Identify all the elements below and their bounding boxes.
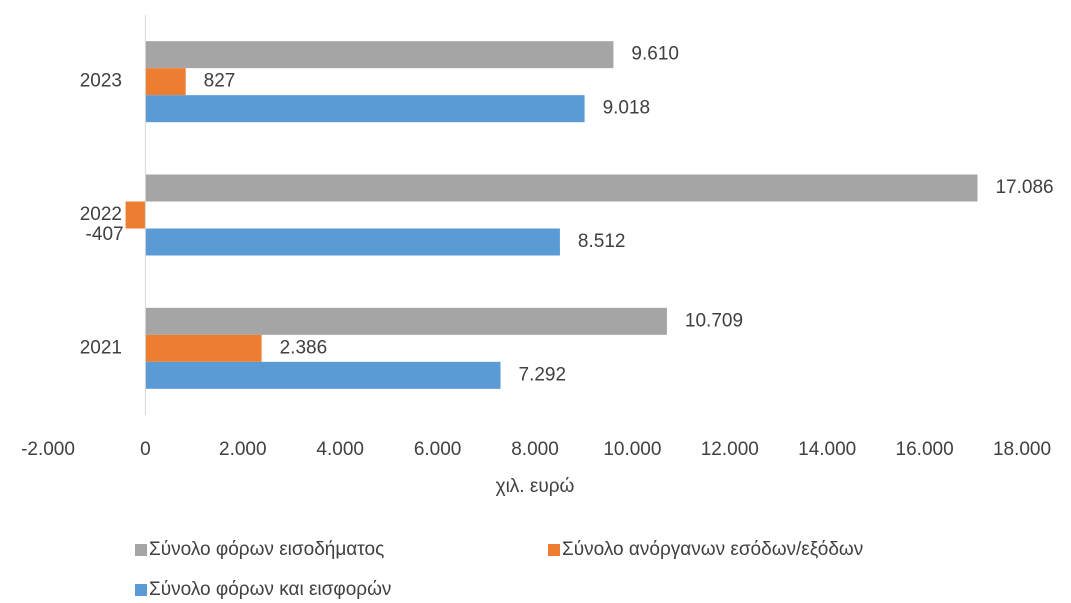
y-tick-label: 2022 (80, 204, 122, 225)
x-tick-label: 14.000 (798, 439, 856, 460)
x-tick-label: 10.000 (603, 439, 661, 460)
bar (125, 201, 146, 229)
x-tick-label: 6.000 (414, 439, 462, 460)
value-label: 17.086 (995, 177, 1053, 198)
legend-label: Σύνολο ανόργανων εσόδων/εξόδων (562, 539, 863, 560)
value-label: 7.292 (519, 364, 567, 385)
bar (145, 95, 585, 123)
value-label: 827 (204, 71, 236, 92)
x-tick-label: 16.000 (896, 439, 954, 460)
value-label: 10.709 (685, 310, 743, 331)
y-tick-label: 2021 (80, 337, 122, 358)
x-tick-label: 18.000 (993, 439, 1051, 460)
legend-swatch (135, 584, 147, 596)
x-tick-label: 4.000 (316, 439, 364, 460)
x-tick-label: 2.000 (219, 439, 267, 460)
x-axis-label: χιλ. ευρώ (496, 476, 575, 497)
value-label: -407 (86, 224, 124, 245)
legend-label: Σύνολο φόρων εισοδήματος (149, 539, 384, 560)
x-tick-label: 12.000 (701, 439, 759, 460)
bar (145, 228, 560, 256)
legend-swatch (135, 544, 147, 556)
value-label: 8.512 (578, 231, 626, 252)
bar (145, 361, 501, 389)
value-label: 9.610 (631, 44, 679, 65)
legend-swatch (548, 544, 560, 556)
y-tick-label: 2023 (80, 71, 122, 92)
x-tick-label: -2.000 (21, 439, 75, 460)
x-tick-label: 0 (140, 439, 151, 460)
bar (145, 68, 186, 96)
value-label: 9.018 (603, 98, 651, 119)
bar (145, 307, 667, 335)
bar (145, 41, 614, 69)
bar (145, 334, 262, 362)
bar (145, 174, 978, 202)
x-tick-label: 8.000 (511, 439, 559, 460)
value-label: 2.386 (280, 337, 328, 358)
legend-label: Σύνολο φόρων και εισφορών (149, 579, 391, 600)
